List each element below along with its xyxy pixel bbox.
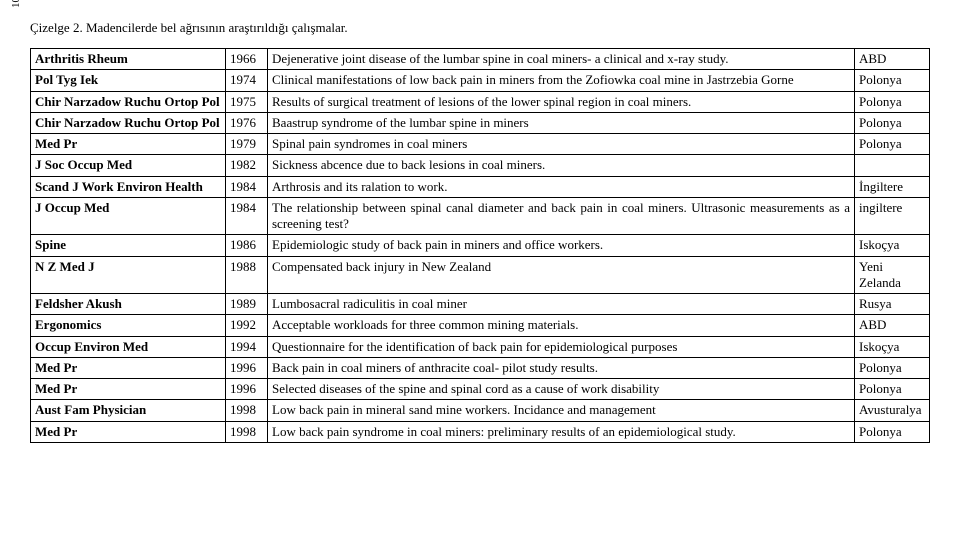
journal-cell: Med Pr [31,379,226,400]
journal-cell: Occup Environ Med [31,336,226,357]
journal-cell: J Soc Occup Med [31,155,226,176]
journal-cell: Spine [31,235,226,256]
description-cell: Lumbosacral radiculitis in coal miner [268,294,855,315]
country-cell: Polonya [855,379,930,400]
year-cell: 1979 [226,134,268,155]
journal-cell: Med Pr [31,357,226,378]
country-cell [855,155,930,176]
table-row: Feldsher Akush1989Lumbosacral radiculiti… [31,294,930,315]
table-row: Scand J Work Environ Health1984Arthrosis… [31,176,930,197]
country-cell: Polonya [855,134,930,155]
description-cell: Low back pain syndrome in coal miners: p… [268,421,855,442]
year-cell: 1998 [226,400,268,421]
year-cell: 1989 [226,294,268,315]
journal-cell: Aust Fam Physician [31,400,226,421]
table-row: Aust Fam Physician1998Low back pain in m… [31,400,930,421]
description-cell: Back pain in coal miners of anthracite c… [268,357,855,378]
table-row: Arthritis Rheum1966Dejenerative joint di… [31,49,930,70]
year-cell: 1975 [226,91,268,112]
journal-cell: Pol Tyg Iek [31,70,226,91]
description-cell: The relationship between spinal canal di… [268,197,855,235]
year-cell: 1984 [226,197,268,235]
description-cell: Arthrosis and its ralation to work. [268,176,855,197]
table-row: Chir Narzadow Ruchu Ortop Pol1976Baastru… [31,112,930,133]
year-cell: 1996 [226,357,268,378]
table-row: Med Pr1998Low back pain syndrome in coal… [31,421,930,442]
year-cell: 1996 [226,379,268,400]
description-cell: Compensated back injury in New Zealand [268,256,855,294]
year-cell: 1992 [226,315,268,336]
table-row: Med Pr1979Spinal pain syndromes in coal … [31,134,930,155]
table-row: N Z Med J1988Compensated back injury in … [31,256,930,294]
year-cell: 1966 [226,49,268,70]
journal-cell: Med Pr [31,421,226,442]
description-cell: Epidemiologic study of back pain in mine… [268,235,855,256]
table-row: Chir Narzadow Ruchu Ortop Pol1975Results… [31,91,930,112]
description-cell: Spinal pain syndromes in coal miners [268,134,855,155]
description-cell: Low back pain in mineral sand mine worke… [268,400,855,421]
country-cell: Iskoçya [855,235,930,256]
table-row: Occup Environ Med1994Questionnaire for t… [31,336,930,357]
country-cell: Yeni Zelanda [855,256,930,294]
year-cell: 1988 [226,256,268,294]
country-cell: Polonya [855,112,930,133]
country-cell: Avusturalya [855,400,930,421]
table-row: Ergonomics1992Acceptable workloads for t… [31,315,930,336]
table-row: J Occup Med1984The relationship between … [31,197,930,235]
country-cell: Polonya [855,357,930,378]
country-cell: İngiltere [855,176,930,197]
description-cell: Questionnaire for the identification of … [268,336,855,357]
year-cell: 1976 [226,112,268,133]
country-cell: Polonya [855,91,930,112]
year-cell: 1974 [226,70,268,91]
journal-cell: Med Pr [31,134,226,155]
page-number: 10 [10,0,22,8]
journal-cell: Chir Narzadow Ruchu Ortop Pol [31,112,226,133]
table-caption: Çizelge 2. Madencilerde bel ağrısının ar… [30,20,930,36]
table-row: J Soc Occup Med1982Sickness abcence due … [31,155,930,176]
table-row: Pol Tyg Iek1974Clinical manifestations o… [31,70,930,91]
year-cell: 1998 [226,421,268,442]
journal-cell: N Z Med J [31,256,226,294]
journal-cell: Ergonomics [31,315,226,336]
journal-cell: J Occup Med [31,197,226,235]
journal-cell: Chir Narzadow Ruchu Ortop Pol [31,91,226,112]
journal-cell: Feldsher Akush [31,294,226,315]
table-row: Spine1986Epidemiologic study of back pai… [31,235,930,256]
country-cell: ABD [855,315,930,336]
country-cell: Iskoçya [855,336,930,357]
year-cell: 1994 [226,336,268,357]
description-cell: Baastrup syndrome of the lumbar spine in… [268,112,855,133]
journal-cell: Scand J Work Environ Health [31,176,226,197]
journal-cell: Arthritis Rheum [31,49,226,70]
description-cell: Clinical manifestations of low back pain… [268,70,855,91]
year-cell: 1986 [226,235,268,256]
description-cell: Dejenerative joint disease of the lumbar… [268,49,855,70]
studies-table: Arthritis Rheum1966Dejenerative joint di… [30,48,930,443]
country-cell: Rusya [855,294,930,315]
description-cell: Sickness abcence due to back lesions in … [268,155,855,176]
country-cell: Polonya [855,421,930,442]
description-cell: Selected diseases of the spine and spina… [268,379,855,400]
description-cell: Results of surgical treatment of lesions… [268,91,855,112]
description-cell: Acceptable workloads for three common mi… [268,315,855,336]
year-cell: 1984 [226,176,268,197]
country-cell: Polonya [855,70,930,91]
table-row: Med Pr1996Back pain in coal miners of an… [31,357,930,378]
table-row: Med Pr1996Selected diseases of the spine… [31,379,930,400]
country-cell: ABD [855,49,930,70]
year-cell: 1982 [226,155,268,176]
country-cell: ingiltere [855,197,930,235]
